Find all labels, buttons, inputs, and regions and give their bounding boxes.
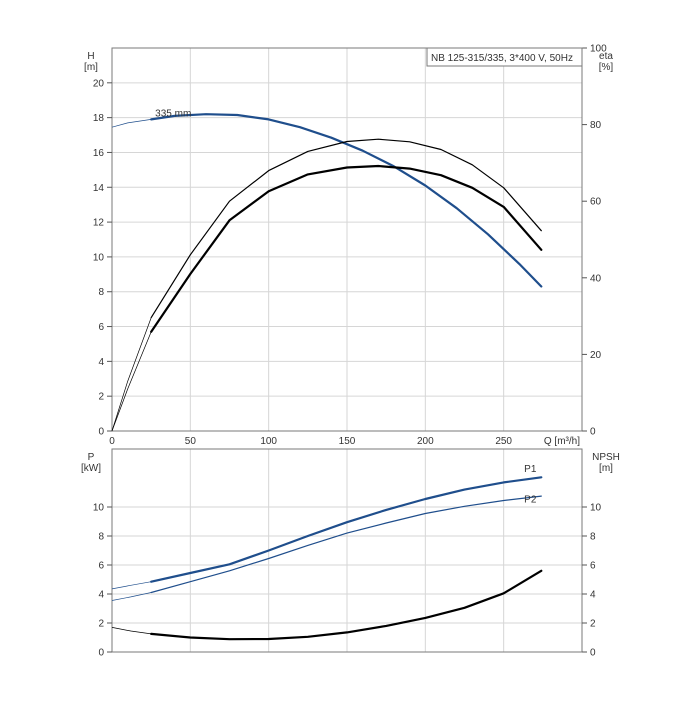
top-x-tick-label: 50	[185, 436, 197, 447]
title-box	[426, 47, 583, 67]
bottom-left-axis-unit: [kW]	[81, 463, 101, 474]
bottom-left-tick-label: 2	[98, 619, 104, 630]
bottom-right-axis-unit: [m]	[599, 463, 613, 474]
top-x-tick-label: 250	[495, 436, 512, 447]
top-left-tick-label: 18	[93, 113, 105, 124]
bottom-right-tick-label: 6	[590, 561, 596, 572]
bottom-series-label-p1: P1	[524, 464, 537, 475]
top-right-tick-label: 20	[590, 350, 602, 361]
top-left-tick-label: 14	[93, 183, 105, 194]
bottom-left-tick-label: 0	[98, 648, 104, 659]
top-right-axis-label: eta	[599, 51, 613, 62]
head-efficiency-panel: 02468101214161820020406080100H[m]eta[%]0…	[84, 44, 613, 448]
top-series-1-extension	[111, 317, 152, 432]
bottom-right-tick-label: 4	[590, 590, 596, 601]
bottom-left-tick-label: 4	[98, 590, 104, 601]
top-left-tick-label: 2	[98, 392, 104, 403]
bottom-right-tick-label: 8	[590, 532, 596, 543]
top-right-tick-label: 60	[590, 197, 602, 208]
top-x-tick-label: 200	[417, 436, 434, 447]
chart-title: NB 125-315/335, 3*400 V, 50Hz	[431, 53, 573, 64]
top-x-tick-label: 100	[260, 436, 277, 447]
top-left-tick-label: 0	[98, 427, 104, 438]
bottom-series-2-line	[150, 569, 543, 641]
top-right-axis-unit: [%]	[599, 62, 614, 73]
top-left-tick-label: 16	[93, 148, 105, 159]
top-frame	[111, 47, 583, 432]
top-x-tick-label: 150	[339, 436, 356, 447]
top-right-tick-label: 100	[590, 44, 607, 55]
bottom-right-tick-label: 10	[590, 503, 602, 514]
bottom-frame	[111, 448, 583, 653]
top-right-tick-label: 40	[590, 273, 602, 284]
top-right-tick-label: 80	[590, 120, 602, 131]
top-left-axis-unit: [m]	[84, 62, 98, 73]
bottom-series-2-extension	[111, 627, 152, 635]
bottom-series-0-line	[150, 476, 543, 583]
top-left-tick-label: 6	[98, 322, 104, 333]
top-right-tick-label: 0	[590, 427, 596, 438]
top-x-axis-label: Q [m³/h]	[544, 436, 580, 447]
top-left-tick-label: 10	[93, 252, 105, 263]
bottom-right-tick-label: 0	[590, 648, 596, 659]
top-x-tick-label: 0	[109, 436, 115, 447]
top-series-2-line	[150, 164, 543, 333]
bottom-left-tick-label: 10	[93, 503, 105, 514]
top-annotation-335mm: 335 mm	[155, 109, 191, 120]
top-left-tick-label: 20	[93, 78, 105, 89]
top-series-2-extension	[111, 331, 152, 432]
bottom-series-1-extension	[111, 592, 152, 601]
bottom-left-tick-label: 8	[98, 532, 104, 543]
top-series-1-line	[150, 138, 542, 319]
bottom-series-1-line	[150, 495, 542, 594]
bottom-right-axis-label: NPSH	[592, 452, 620, 463]
top-left-tick-label: 8	[98, 287, 104, 298]
bottom-right-tick-label: 2	[590, 619, 596, 630]
bottom-left-axis-label: P	[88, 452, 95, 463]
power-npsh-panel: 0 2 4 6 8 10 0 2 4 6 8 10 P[kW] NPSH[m] P1 P2	[81, 448, 620, 659]
top-left-tick-label: 4	[98, 357, 104, 368]
bottom-left-tick-label: 6	[98, 561, 104, 572]
top-series-0-line	[150, 113, 543, 288]
bottom-series-0-extension	[111, 581, 152, 590]
bottom-series-label-p2: P2	[524, 495, 537, 506]
top-left-tick-label: 12	[93, 218, 105, 229]
top-left-axis-label: H	[87, 51, 94, 62]
top-series-0-extension	[111, 119, 152, 128]
